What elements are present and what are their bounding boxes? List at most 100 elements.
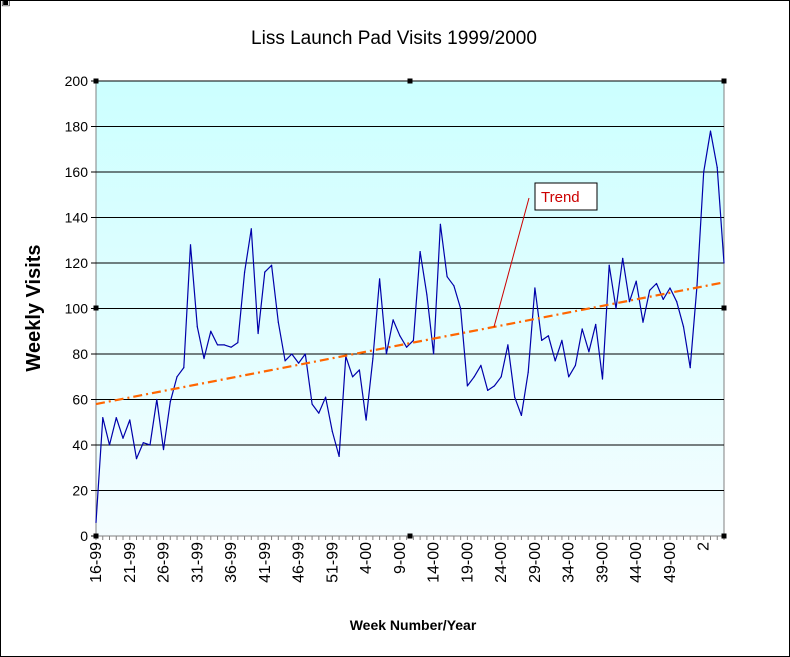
data-point [655,282,658,285]
plot-selection-handle [93,533,99,539]
data-point [203,357,205,360]
x-tick-label: 46-99 [291,542,308,583]
data-point [703,171,705,173]
data-point [446,276,448,278]
trend-callout-label: Trend [541,189,580,206]
data-point [392,319,394,321]
x-tick-label: 2 [696,542,713,551]
data-point [601,378,604,380]
data-point [574,364,577,366]
chart-title: Liss Launch Pad Visits 1999/2000 [251,28,537,49]
data-point [264,271,266,273]
data-point [216,344,219,346]
x-tick-label: 36-99 [223,542,240,583]
x-tick-label: 24-00 [493,542,510,583]
data-point [433,353,435,355]
x-tick-label: 51-99 [324,542,341,583]
y-axis-label: Weekly Visits [23,244,45,371]
data-point [595,323,597,326]
data-point [615,307,617,310]
annotations: Trend [93,78,727,539]
trend-callout-box [534,182,598,211]
data-point [534,287,536,289]
data-point [318,412,320,414]
series-line-visits [95,130,725,523]
data-point [149,444,151,446]
data-point [102,417,104,419]
data-point [676,301,678,303]
y-tick-label: 120 [65,255,89,271]
data-point [541,339,543,341]
data-point [237,342,239,344]
plot-selection-handle [93,305,99,311]
data-point [709,130,712,132]
x-tick-label: 31-99 [189,542,206,583]
data-point [352,376,354,378]
data-point [291,353,293,355]
y-tick-label: 200 [65,73,89,89]
data-point [304,353,306,355]
y-axis-ticks: 0 20 40 60 80 100 120 140 160 180 200 [65,73,96,544]
data-point [257,332,259,335]
data-point [358,369,360,371]
data-point [379,278,381,280]
data-point [108,444,111,446]
plot-selection-handle [93,78,99,84]
data-point [210,330,212,332]
plot-selection-handle [721,305,727,311]
x-tick-label: 14-00 [426,542,443,583]
x-tick-label: 49-00 [662,542,679,583]
data-point [176,376,178,378]
x-tick-label: 29-00 [527,542,544,583]
data-point [115,417,117,419]
data-point [297,362,300,364]
data-point [507,344,509,346]
y-tick-label: 160 [65,164,89,180]
data-point [493,385,496,387]
data-point [682,326,685,328]
data-point [129,419,131,421]
data-point [561,339,563,341]
x-tick-label: 16-99 [88,542,105,583]
x-tick-label: 39-00 [594,542,611,583]
plot-selection-handle [407,78,413,84]
data-point [365,419,367,421]
data-point [412,339,414,341]
data-point [689,367,691,369]
data-point [95,521,97,523]
data-point [183,367,185,369]
data-point [662,298,664,300]
data-point [135,458,138,460]
data-point [196,326,198,328]
data-point [284,360,286,362]
data-point [581,328,583,330]
y-tick-label: 180 [65,119,89,135]
data-point [243,271,246,273]
data-point [311,403,313,405]
data-point [223,344,225,346]
data-point [520,414,523,417]
data-point [568,376,570,378]
y-tick-label: 100 [65,301,89,317]
data-point [250,228,252,230]
data-point [122,437,124,439]
data-point [372,357,374,360]
y-tick-label: 0 [80,528,88,544]
data-point [547,335,550,337]
x-tick-label: 41-99 [257,542,274,583]
data-point [480,364,482,366]
data-point [385,353,387,355]
x-tick-label: 4-00 [358,542,375,574]
data-point [399,335,401,337]
y-tick-label: 140 [65,210,89,226]
data-point [487,389,489,391]
data-point [608,264,610,266]
data-point [419,251,421,253]
x-tick-label: 21-99 [122,542,139,583]
data-point [453,285,455,287]
data-point [162,448,165,451]
data-point [270,264,273,266]
plot-selection-handle [721,533,727,539]
data-point [466,385,468,387]
